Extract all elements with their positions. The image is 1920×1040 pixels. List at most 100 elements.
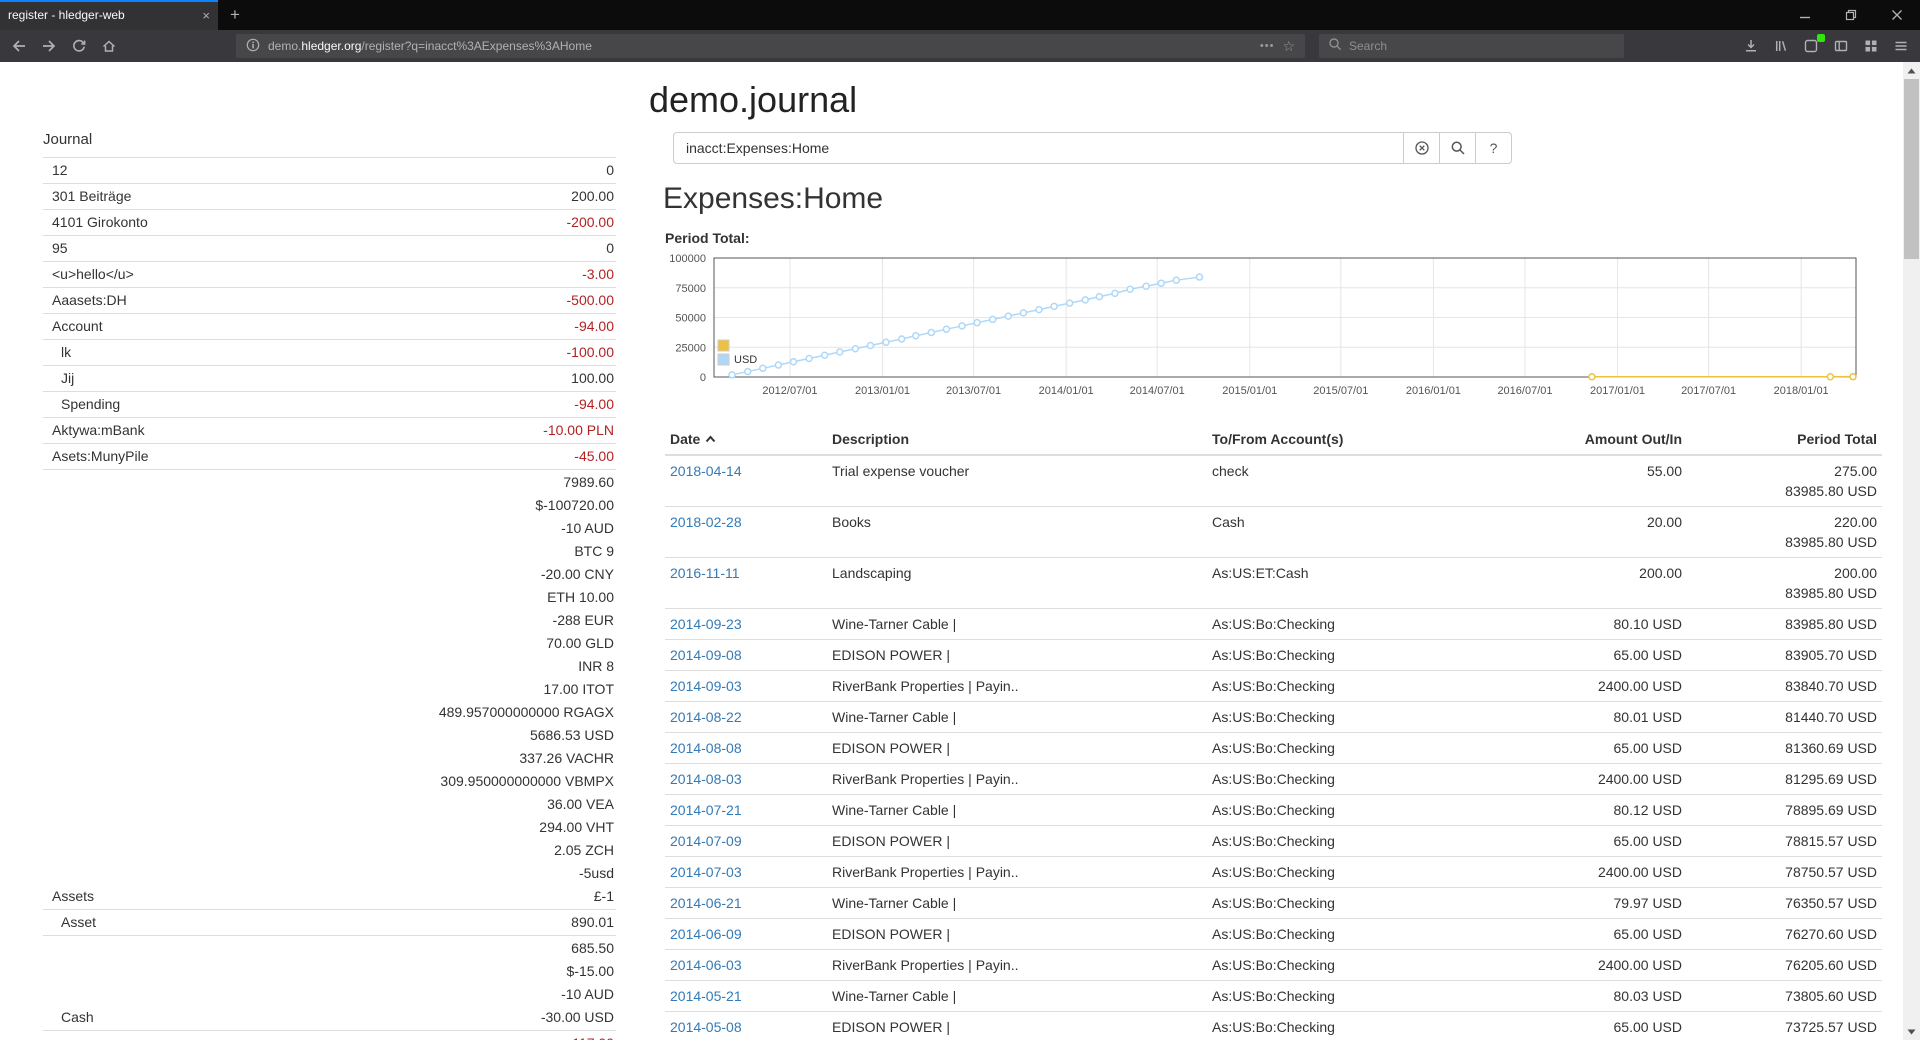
sidebar-journal-link[interactable]: Journal — [43, 131, 93, 148]
reload-button[interactable] — [64, 32, 94, 60]
query-input[interactable] — [673, 132, 1404, 164]
forward-button[interactable] — [34, 32, 64, 60]
search-submit-button[interactable] — [1439, 132, 1476, 164]
sidebar-account-link[interactable]: Cash — [61, 1009, 94, 1025]
svg-text:2014/01/01: 2014/01/01 — [1039, 385, 1094, 397]
transaction-date-link[interactable]: 2014-07-03 — [670, 864, 742, 880]
transaction-date-link[interactable]: 2014-07-09 — [670, 833, 742, 849]
restore-button[interactable] — [1828, 0, 1874, 30]
register-row: 2014-08-22 Wine-Tarner Cable | As:US:Bo:Ch… — [665, 701, 1882, 733]
home-button[interactable] — [94, 32, 124, 60]
svg-text:25000: 25000 — [675, 342, 706, 354]
transaction-period-total: 275.00 83985.80 USD — [1687, 454, 1882, 507]
transaction-date-link[interactable]: 2014-06-21 — [670, 895, 742, 911]
grid-icon[interactable] — [1856, 32, 1886, 60]
register-row: 2014-08-03 RiverBank Properties | Payin..… — [665, 763, 1882, 795]
transaction-date-link[interactable]: 2014-08-03 — [670, 771, 742, 787]
transaction-amount: 2400.00 USD — [1507, 670, 1687, 702]
back-button[interactable] — [4, 32, 34, 60]
transaction-period-total: 73725.57 USD — [1687, 1011, 1882, 1040]
transaction-description: Wine-Tarner Cable | — [827, 887, 1207, 919]
scrollbar-thumb[interactable] — [1904, 79, 1919, 259]
register-table-body: 2018-04-14 Trial expense voucher check 55.0… — [665, 454, 1882, 1040]
sidebar-account-link[interactable]: 12 — [52, 162, 68, 178]
menu-icon[interactable] — [1886, 32, 1916, 60]
transaction-date-link[interactable]: 2018-04-14 — [670, 463, 742, 479]
transaction-period-total: 200.00 83985.80 USD — [1687, 557, 1882, 609]
bookmark-star-icon[interactable]: ☆ — [1282, 37, 1295, 54]
transaction-date-link[interactable]: 2018-02-28 — [670, 514, 742, 530]
sidebar-account-link[interactable]: <u>hello</u> — [52, 266, 134, 282]
extension-icon[interactable] — [1796, 32, 1826, 60]
transaction-amount: 20.00 — [1507, 506, 1687, 558]
window-controls — [1782, 0, 1920, 30]
sidebar-account-link[interactable]: 95 — [52, 240, 68, 256]
svg-text:100000: 100000 — [669, 253, 706, 265]
column-header-date[interactable]: Date — [665, 424, 827, 456]
sidebar-account-link[interactable]: Asets:MunyPile — [52, 448, 149, 464]
tab-close-icon[interactable]: × — [202, 7, 210, 23]
site-info-icon[interactable] — [246, 38, 260, 55]
clear-query-button[interactable] — [1403, 132, 1440, 164]
transaction-amount: 65.00 USD — [1507, 639, 1687, 671]
svg-text:USD: USD — [734, 354, 757, 366]
transaction-date-link[interactable]: 2014-05-08 — [670, 1019, 742, 1035]
sidebar-account-link[interactable]: Asset — [61, 914, 97, 930]
sidebar-account-link[interactable]: 301 Beiträge — [52, 188, 132, 204]
transaction-description: Wine-Tarner Cable | — [827, 608, 1207, 640]
download-icon[interactable] — [1736, 32, 1766, 60]
transaction-date-link[interactable]: 2014-05-21 — [670, 988, 742, 1004]
transaction-date-link[interactable]: 2014-08-08 — [670, 740, 742, 756]
url-bar[interactable]: demo.hledger.org/register?q=inacct%3AExp… — [236, 34, 1305, 58]
sidebar-account-balance: 100.00 — [571, 370, 614, 386]
scrollbar-up-arrow[interactable] — [1903, 62, 1920, 79]
chart-canvas: 0 25000 50000 75000 100000 2012/07/01 2013/01/… — [669, 253, 1857, 397]
sidebar-account-link[interactable]: 4101 Girokonto — [52, 214, 148, 230]
sidebar-account-link[interactable]: Aaasets:DH — [52, 292, 127, 308]
sidebar-account-link[interactable]: Assets — [52, 888, 95, 904]
transaction-description: RiverBank Properties | Payin.. — [827, 949, 1207, 981]
register-row: 2018-02-28 Books Cash 20.00 220.00 83985.80 U… — [665, 506, 1882, 558]
transaction-account: As:US:Bo:Checking — [1207, 670, 1507, 702]
transaction-date-link[interactable]: 2014-09-03 — [670, 678, 742, 694]
register-row: 2014-07-03 RiverBank Properties | Payin..… — [665, 856, 1882, 888]
close-button[interactable] — [1874, 0, 1920, 30]
sidebar-account-link[interactable]: Aktywa:mBank — [52, 422, 145, 438]
transaction-date-link[interactable]: 2014-06-03 — [670, 957, 742, 973]
register-row: 2014-05-08 EDISON POWER | As:US:Bo:Checkin… — [665, 1011, 1882, 1040]
sidebar-account-link[interactable]: lk — [61, 344, 72, 360]
transaction-date-link[interactable]: 2014-09-23 — [670, 616, 742, 632]
register-row: 2014-08-08 EDISON POWER | As:US:Bo:Checkin… — [665, 732, 1882, 764]
sidebar-account-balance: 200.00 — [571, 188, 614, 204]
svg-text:0: 0 — [700, 372, 706, 384]
transaction-date-link[interactable]: 2014-06-09 — [670, 926, 742, 942]
sidebar-account-row: 95 0 — [43, 235, 616, 261]
page-actions-icon[interactable]: ••• — [1259, 40, 1275, 52]
sidebar-account-balance: -500.00 — [566, 292, 614, 308]
help-button[interactable]: ? — [1475, 132, 1512, 164]
browser-tab-register[interactable]: register - hledger-web × — [0, 0, 218, 30]
library-icon[interactable] — [1766, 32, 1796, 60]
page-title: demo.journal — [649, 79, 858, 120]
transaction-account: As:US:Bo:Checking — [1207, 949, 1507, 981]
sidebar-account-link[interactable]: Spending — [61, 396, 121, 412]
transaction-date-link[interactable]: 2014-08-22 — [670, 709, 742, 725]
tab-title: register - hledger-web — [8, 8, 125, 22]
page-scrollbar[interactable] — [1903, 62, 1920, 1040]
transaction-date-link[interactable]: 2014-09-08 — [670, 647, 742, 663]
transaction-date-link[interactable]: 2014-07-21 — [670, 802, 742, 818]
sidebar-account-link[interactable]: Jij — [61, 370, 75, 386]
sidebar-account-link[interactable]: Account — [52, 318, 103, 334]
transaction-account: As:US:Bo:Checking — [1207, 1011, 1507, 1040]
scrollbar-down-arrow[interactable] — [1903, 1023, 1920, 1040]
sidebar-account-row: Cash 685.50 $-15.00 -10 AUD -30.00 USD — [43, 935, 616, 1030]
register-row: 2014-06-21 Wine-Tarner Cable | As:US:Bo:Ch… — [665, 887, 1882, 919]
account-heading: Expenses:Home — [663, 182, 884, 215]
browser-search-bar[interactable]: Search — [1319, 34, 1624, 58]
transaction-description: EDISON POWER | — [827, 1011, 1207, 1040]
sidebar-toggle-icon[interactable] — [1826, 32, 1856, 60]
minimize-button[interactable] — [1782, 0, 1828, 30]
new-tab-button[interactable]: + — [230, 5, 240, 24]
column-header-period-total: Period Total — [1687, 424, 1882, 456]
transaction-date-link[interactable]: 2016-11-11 — [670, 565, 740, 581]
